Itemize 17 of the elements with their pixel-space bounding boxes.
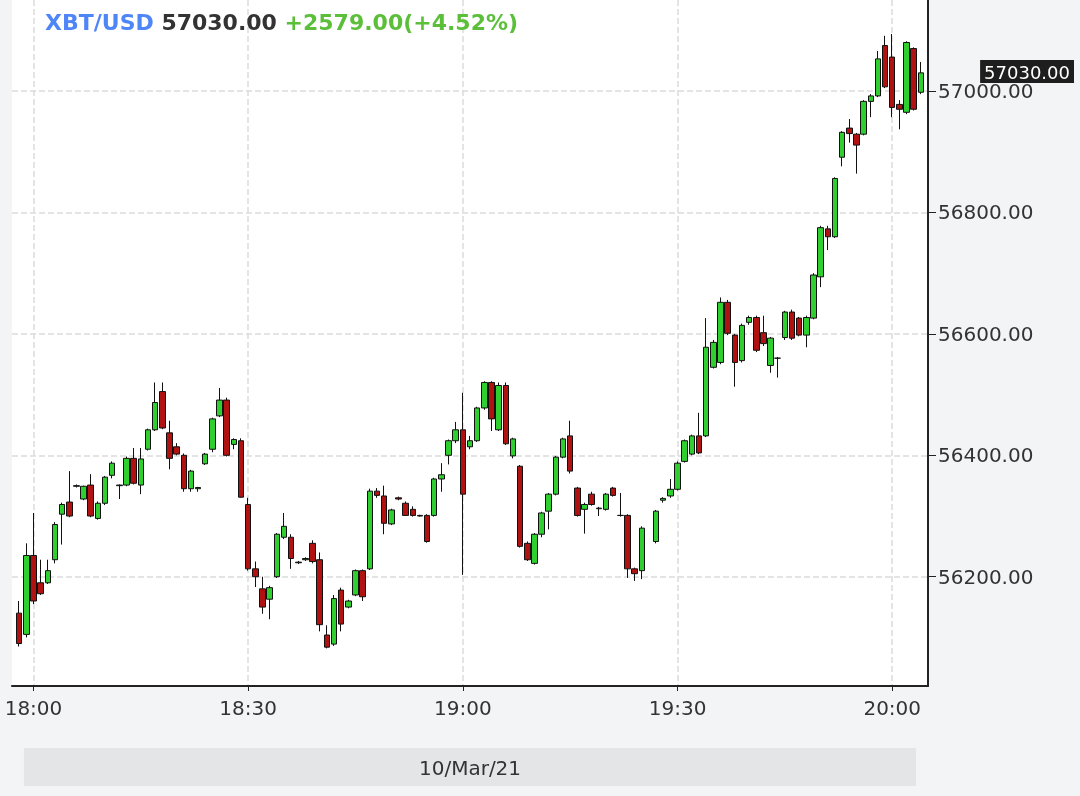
x-tick-label: 18:00 — [4, 696, 63, 720]
x-tick-label: 19:30 — [648, 696, 707, 720]
candlestick — [202, 452, 208, 466]
candlestick — [653, 509, 659, 544]
candlestick — [660, 496, 666, 504]
y-tick-label: 56200.00 — [938, 564, 1034, 589]
chart-title: XBT/USD 57030.00 +2579.00(+4.52%) — [45, 9, 519, 35]
candlestick — [109, 460, 115, 479]
y-tick-label: 56800.00 — [938, 200, 1034, 225]
y-tick-label: 56600.00 — [938, 321, 1034, 346]
x-tick-label: 19:00 — [434, 696, 492, 720]
x-axis-title: 10/Mar/21 — [418, 756, 522, 780]
candlestick — [209, 417, 216, 453]
x-tick-label: 18:30 — [219, 696, 277, 720]
x-tick-label: 20:00 — [863, 696, 922, 720]
candlestick — [52, 521, 58, 564]
y-tick-label: 56400.00 — [938, 443, 1034, 468]
